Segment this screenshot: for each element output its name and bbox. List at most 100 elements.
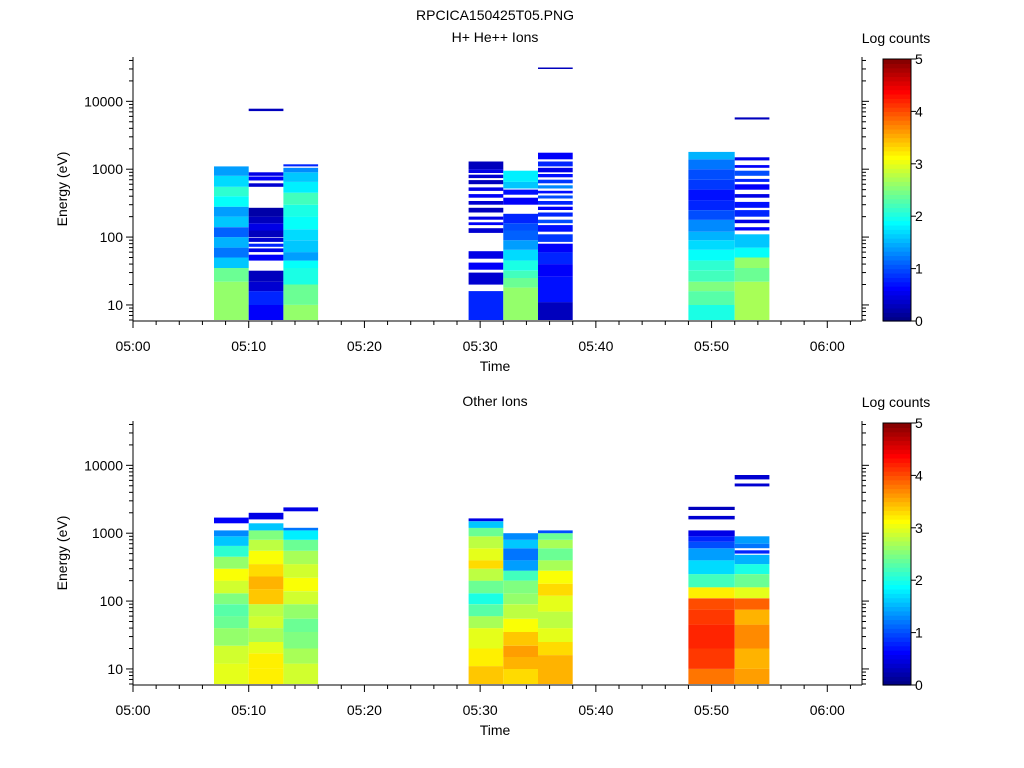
heatmap-cell	[538, 201, 573, 205]
panel-title: Other Ions	[462, 393, 527, 409]
heatmap-cell	[503, 645, 538, 657]
heatmap-cell	[734, 184, 770, 190]
colorbar-segment	[883, 667, 911, 673]
colorbar-segment	[883, 172, 911, 178]
colorbar-segment	[883, 571, 911, 577]
colorbar-segment	[883, 584, 911, 590]
heatmap-cell	[503, 533, 538, 540]
colorbar-segment	[883, 124, 911, 130]
heatmap-cell	[214, 645, 249, 664]
heatmap-cell	[734, 219, 770, 224]
heatmap-cell	[248, 243, 284, 247]
colorbar-segment	[883, 141, 911, 147]
heatmap-cell	[734, 210, 770, 217]
colorbar-segment	[883, 466, 911, 472]
colorbar-segment	[883, 597, 911, 603]
colorbar-tick-label: 5	[915, 51, 923, 67]
heatmap-cell	[734, 483, 770, 487]
colorbar-segment	[883, 632, 911, 638]
heatmap-cell	[503, 287, 538, 320]
heatmap-cell	[734, 117, 770, 120]
x-tick-label: 05:40	[578, 338, 613, 354]
colorbar-segment	[883, 63, 911, 69]
colorbar-segment	[883, 67, 911, 73]
colorbar-segment	[883, 484, 911, 490]
heatmap-cell	[468, 291, 504, 320]
colorbar-segment	[883, 650, 911, 656]
colorbar-segment	[883, 207, 911, 213]
heatmap-cell	[538, 264, 573, 277]
heatmap-cell	[538, 530, 573, 534]
x-tick-label: 05:10	[231, 338, 266, 354]
colorbar-segment	[883, 290, 911, 296]
heatmap-cell	[538, 179, 573, 184]
heatmap-cell	[214, 196, 249, 207]
heatmap-cell	[538, 67, 573, 69]
colorbar-segment	[883, 436, 911, 442]
heatmap-cell	[734, 550, 770, 554]
heatmap-cell	[688, 536, 735, 542]
y-axis-label: Energy (eV)	[54, 152, 70, 227]
colorbar-segment	[883, 264, 911, 270]
x-tick-label: 05:00	[115, 702, 150, 718]
heatmap-cell	[688, 587, 735, 599]
colorbar-segment	[883, 203, 911, 209]
heatmap-cell	[503, 270, 538, 278]
heatmap-cell	[503, 223, 538, 231]
heatmap-cell	[468, 272, 504, 285]
heatmap-cell	[734, 268, 770, 282]
colorbar-segment	[883, 89, 911, 95]
heatmap-cell	[214, 268, 249, 282]
colorbar-tick-label: 1	[915, 625, 923, 641]
heatmap-cell	[538, 611, 573, 629]
x-tick-label: 05:00	[115, 338, 150, 354]
colorbar-tick-label: 4	[915, 467, 923, 483]
x-tick-label: 05:40	[578, 702, 613, 718]
heatmap-cell	[688, 624, 735, 649]
colorbar-segment	[883, 281, 911, 287]
colorbar-segment	[883, 299, 911, 305]
heatmap-cell	[283, 167, 319, 173]
x-tick-label: 05:50	[694, 702, 729, 718]
heatmap-cell	[688, 291, 735, 305]
colorbar-segment	[883, 628, 911, 634]
heatmap-cell	[283, 577, 319, 592]
heatmap-cell	[688, 648, 735, 669]
colorbar-segment	[883, 510, 911, 516]
heatmap-cell	[248, 183, 284, 187]
heatmap-cell	[248, 230, 284, 238]
colorbar-segment	[883, 107, 911, 112]
colorbar-segment	[883, 527, 911, 533]
heatmap-cell	[688, 151, 735, 160]
heatmap-cell	[734, 554, 770, 565]
heatmap-cell	[538, 206, 573, 210]
heatmap-cell	[734, 247, 770, 258]
heatmap-cell	[248, 207, 284, 217]
heatmap-cell	[248, 172, 284, 176]
heatmap-cell	[734, 543, 770, 549]
colorbar-tick-label: 1	[915, 261, 923, 277]
colorbar-segment	[883, 671, 911, 677]
heatmap-cell	[734, 668, 770, 684]
heatmap-cell	[283, 663, 319, 684]
x-tick-label: 05:10	[231, 702, 266, 718]
colorbar-segment	[883, 462, 911, 468]
heatmap-cell	[503, 604, 538, 619]
heatmap-cell	[688, 189, 735, 201]
heatmap-cell	[248, 668, 284, 684]
colorbar-segment	[883, 558, 911, 564]
heatmap-cell	[503, 260, 538, 271]
heatmap-cell	[538, 225, 573, 232]
colorbar-segment	[883, 198, 911, 204]
colorbar-segment	[883, 176, 911, 182]
heatmap-cell	[688, 548, 735, 561]
heatmap-cell	[468, 666, 504, 684]
colorbar-segment	[883, 536, 911, 542]
heatmap-cell	[538, 219, 573, 224]
heatmap-cell	[248, 653, 284, 669]
heatmap-cell	[503, 618, 538, 632]
heatmap-cell	[248, 270, 284, 282]
colorbar-segment	[883, 658, 911, 664]
heatmap-cell	[248, 291, 284, 305]
